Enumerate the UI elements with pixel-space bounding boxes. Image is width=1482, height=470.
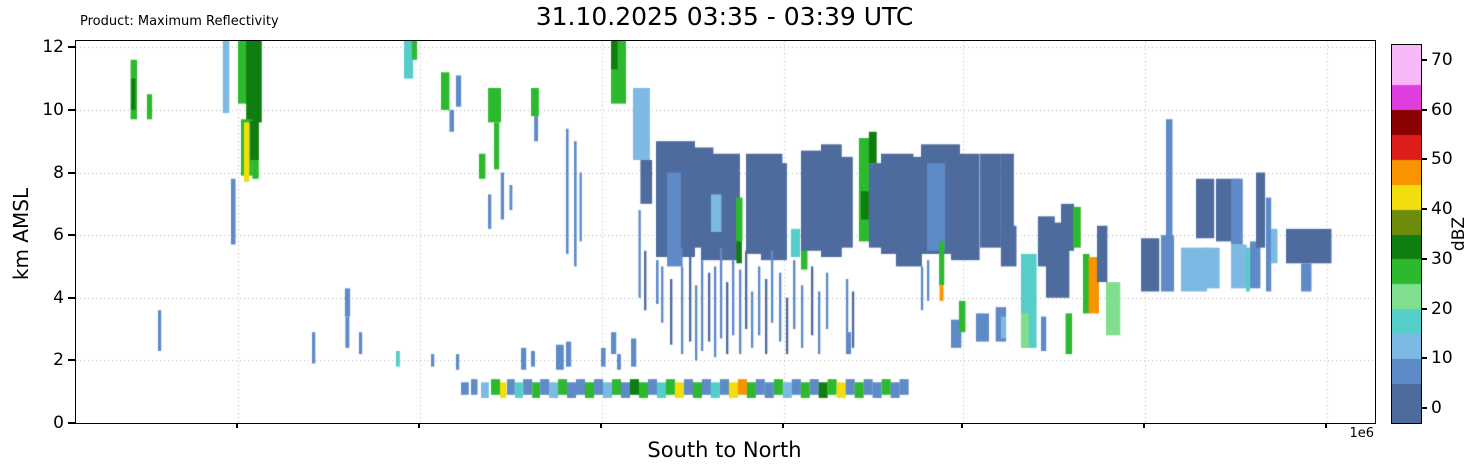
colorbar-tick-mark bbox=[1422, 58, 1427, 61]
y-tick-label: 2 bbox=[53, 350, 64, 371]
x-tick-mark bbox=[961, 423, 964, 428]
y-tick-mark bbox=[68, 234, 75, 237]
y-tick-label: 0 bbox=[53, 413, 64, 433]
y-tick-mark bbox=[68, 46, 75, 49]
colorbar-tick-label: 30 bbox=[1431, 248, 1453, 269]
colorbar-tick-mark bbox=[1422, 257, 1427, 260]
chart-title: 31.10.2025 03:35 - 03:39 UTC bbox=[535, 2, 914, 31]
colorbar-tick-label: 0 bbox=[1431, 398, 1442, 419]
plot-area bbox=[75, 40, 1376, 424]
x-tick-mark bbox=[1143, 423, 1146, 428]
y-axis-ticks: 0 2 4 6 8 10 12 bbox=[0, 37, 75, 433]
x-tick-mark bbox=[600, 423, 603, 428]
y-tick-mark bbox=[68, 422, 75, 424]
colorbar-gradient-canvas bbox=[1392, 45, 1421, 423]
y-tick-mark bbox=[68, 296, 75, 299]
y-tick-label: 10 bbox=[42, 99, 64, 120]
colorbar-tick-mark bbox=[1422, 108, 1427, 111]
colorbar-tick-label: 20 bbox=[1431, 298, 1453, 319]
x-axis-label: South to North bbox=[647, 438, 802, 462]
colorbar-tick-mark bbox=[1422, 407, 1427, 410]
x-axis-ticks bbox=[75, 423, 1374, 431]
colorbar-tick-label: 50 bbox=[1431, 149, 1453, 170]
colorbar-ticks: 0 10 20 30 40 50 60 70 bbox=[1422, 45, 1482, 423]
x-tick-mark bbox=[236, 423, 239, 428]
y-tick-mark bbox=[68, 108, 75, 111]
colorbar-tick-mark bbox=[1422, 158, 1427, 161]
reflectivity-plot-canvas bbox=[76, 41, 1375, 423]
x-axis-offset-label: 1e6 bbox=[1349, 426, 1374, 441]
y-tick-label: 8 bbox=[53, 162, 64, 183]
colorbar-tick-label: 10 bbox=[1431, 348, 1453, 369]
x-tick-mark bbox=[1324, 423, 1327, 428]
y-tick-label: 12 bbox=[42, 37, 64, 58]
x-tick-mark bbox=[418, 423, 421, 428]
colorbar-tick-label: 70 bbox=[1431, 49, 1453, 70]
colorbar-tick-mark bbox=[1422, 307, 1427, 310]
y-tick-mark bbox=[68, 171, 75, 174]
colorbar-tick-label: 40 bbox=[1431, 199, 1453, 220]
y-tick-label: 4 bbox=[53, 287, 64, 308]
x-tick-mark bbox=[781, 423, 784, 428]
colorbar-tick-label: 60 bbox=[1431, 99, 1453, 120]
colorbar-label: dBZ bbox=[1449, 216, 1469, 252]
product-label: Product: Maximum Reflectivity bbox=[80, 14, 279, 29]
colorbar bbox=[1391, 44, 1422, 424]
y-tick-label: 6 bbox=[53, 225, 64, 246]
colorbar-tick-mark bbox=[1422, 208, 1427, 211]
y-tick-mark bbox=[68, 359, 75, 362]
colorbar-tick-mark bbox=[1422, 357, 1427, 360]
